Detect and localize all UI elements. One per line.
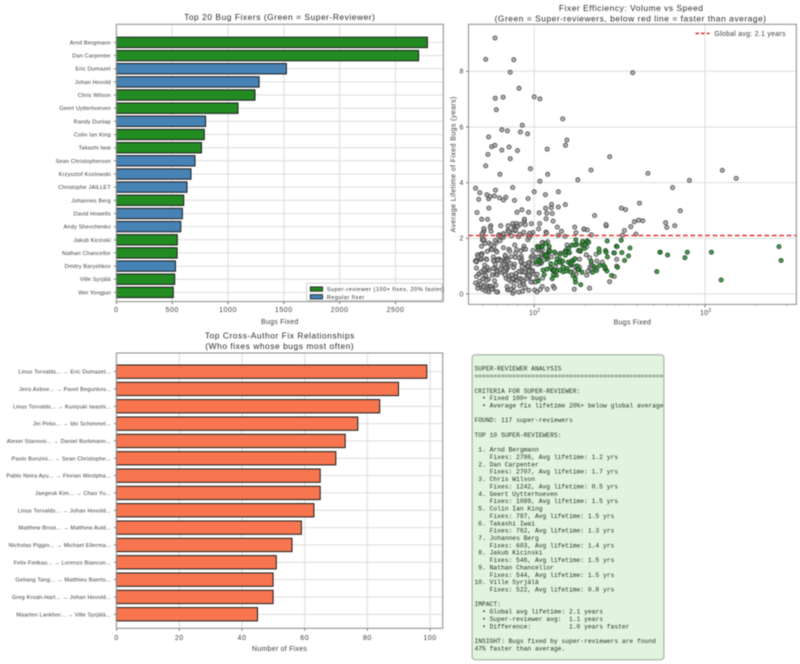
- svg-text:Fixes: 546, Avg lifetime: 1.5: Fixes: 546, Avg lifetime: 1.5 yrs: [490, 557, 615, 564]
- svg-text:Top 20 Bug Fixers (Green = Sup: Top 20 Bug Fixers (Green = Super-Reviewe…: [184, 12, 375, 22]
- svg-text:TOP 10 SUPER-REVIEWERS:: TOP 10 SUPER-REVIEWERS:: [475, 432, 562, 439]
- svg-text:IMPACT:: IMPACT:: [475, 601, 501, 608]
- svg-text:• Difference: 1.0 yea: • Difference: 1.0 years faster: [482, 623, 630, 630]
- svg-text:Alexei Starovoi... → Daniel Bo: Alexei Starovoi... → Daniel Borkmann...: [7, 439, 111, 445]
- svg-text:Ville Syrjälä: Ville Syrjälä: [80, 277, 112, 283]
- svg-text:0: 0: [114, 635, 118, 642]
- svg-text:4: 4: [460, 180, 464, 187]
- svg-text:Maarten Lankhor... → Ville Syr: Maarten Lankhor... → Ville Syrjälä...: [16, 612, 111, 618]
- svg-text:Nicholas Piggin... → Michael E: Nicholas Piggin... → Michael Ellerma...: [9, 543, 112, 549]
- svg-text:Top Cross-Author Fix Relations: Top Cross-Author Fix Relationships: [205, 331, 355, 341]
- svg-text:Wei Yongjun: Wei Yongjun: [78, 290, 111, 296]
- svg-text:Fixes: 762, Avg lifetime: 1.3: Fixes: 762, Avg lifetime: 1.3 yrs: [490, 528, 615, 535]
- svg-text:100: 100: [423, 635, 436, 642]
- svg-text:20: 20: [175, 635, 184, 642]
- svg-text:102: 102: [529, 308, 540, 317]
- svg-text:1. Arnd Bergmann: 1. Arnd Bergmann: [478, 447, 539, 454]
- svg-text:Johan Hovold: Johan Hovold: [75, 80, 111, 86]
- svg-text:5. Colin Ian King: 5. Colin Ian King: [478, 506, 542, 513]
- svg-text:(Who fixes whose bugs most oft: (Who fixes whose bugs most often): [205, 341, 354, 351]
- svg-text:10. Ville Syrjälä: 10. Ville Syrjälä: [475, 579, 539, 586]
- svg-text:Bugs Fixed: Bugs Fixed: [614, 320, 652, 327]
- svg-text:9. Nathan Chancellor: 9. Nathan Chancellor: [478, 564, 554, 571]
- svg-text:Johannes Berg: Johannes Berg: [71, 198, 111, 204]
- svg-text:Geert Uytterhoeven: Geert Uytterhoeven: [59, 106, 111, 112]
- svg-text:1000: 1000: [219, 307, 237, 314]
- svg-text:Fixes: 787, Avg lifetime: 1.5: Fixes: 787, Avg lifetime: 1.5 yrs: [490, 513, 615, 520]
- svg-text:CRITERIA FOR SUPER-REVIEWER:: CRITERIA FOR SUPER-REVIEWER:: [475, 388, 581, 395]
- svg-text:500: 500: [166, 307, 179, 314]
- svg-text:FOUND: 117 super-reviewers: FOUND: 117 super-reviewers: [475, 417, 573, 424]
- svg-text:SUPER-REVIEWER ANALYSIS: SUPER-REVIEWER ANALYSIS: [475, 366, 562, 373]
- svg-text:7. Johannes Berg: 7. Johannes Berg: [478, 535, 539, 542]
- svg-text:Fixes: 522, Avg lifetime: 0.8: Fixes: 522, Avg lifetime: 0.8 yrs: [490, 587, 615, 594]
- svg-text:Fixes: 2707, Avg lifetime: 1.7: Fixes: 2707, Avg lifetime: 1.7 yrs: [490, 469, 619, 476]
- svg-text:Jakub Kicinski: Jakub Kicinski: [73, 238, 111, 244]
- svg-text:Eric Dumazet: Eric Dumazet: [76, 67, 112, 73]
- svg-text:103: 103: [700, 308, 711, 317]
- svg-text:Andy Shevchenko: Andy Shevchenko: [64, 225, 111, 231]
- svg-text:8. Jakub Kicinski: 8. Jakub Kicinski: [478, 550, 542, 557]
- svg-text:Takashi Iwai: Takashi Iwai: [79, 146, 111, 152]
- svg-text:Jiri Pirko... → Ido Schimmel..: Jiri Pirko... → Ido Schimmel...: [33, 422, 111, 428]
- svg-text:Krzysztof Kozlowski: Krzysztof Kozlowski: [59, 172, 111, 178]
- svg-text:==============================: ========================================…: [475, 373, 664, 380]
- svg-text:8: 8: [460, 69, 464, 76]
- svg-text:Nathan Chancellor: Nathan Chancellor: [62, 251, 111, 257]
- svg-text:Colin Ian King: Colin Ian King: [74, 133, 111, 139]
- svg-text:• Average fix lifetime 20%+ be: • Average fix lifetime 20%+ below global…: [482, 403, 664, 410]
- svg-text:Linus Torvalds... → Kuniyuki I: Linus Torvalds... → Kuniyuki Iwashi...: [13, 404, 111, 410]
- svg-text:6. Takashi Iwai: 6. Takashi Iwai: [478, 520, 535, 527]
- svg-text:Christophe JAILLET: Christophe JAILLET: [58, 185, 111, 191]
- svg-text:David Howells: David Howells: [74, 212, 111, 218]
- svg-text:4. Geert Uytterhoeven: 4. Geert Uytterhoeven: [478, 491, 558, 498]
- svg-text:Greg Kroah-Hart... → Johan Hov: Greg Kroah-Hart... → Johan Hovold...: [12, 595, 111, 601]
- svg-text:2000: 2000: [331, 307, 349, 314]
- svg-text:Jaegeuk Kim... → Chao Yu...: Jaegeuk Kim... → Chao Yu...: [35, 491, 111, 497]
- svg-text:Sean Christopherson: Sean Christopherson: [55, 159, 110, 165]
- svg-text:Jens Axboe... → Pavel Begunkov: Jens Axboe... → Pavel Begunkov...: [19, 387, 111, 393]
- svg-text:Geliang Tang... → Matthieu Bae: Geliang Tang... → Matthieu Baerts...: [15, 578, 111, 584]
- svg-text:• Global avg lifetime: 2.1 yea: • Global avg lifetime: 2.1 years: [482, 609, 603, 616]
- svg-text:• Fixed 100+ bugs: • Fixed 100+ bugs: [482, 395, 546, 402]
- svg-text:Arnd Bergmann: Arnd Bergmann: [70, 40, 111, 46]
- svg-text:Fixes: 1089, Avg lifetime: 1.5: Fixes: 1089, Avg lifetime: 1.5 yrs: [490, 498, 619, 505]
- svg-text:Dan Carpenter: Dan Carpenter: [72, 54, 111, 60]
- svg-text:Super-reviewer (100+ fixes, 20: Super-reviewer (100+ fixes, 20% faster): [327, 287, 445, 293]
- svg-text:80: 80: [363, 635, 372, 642]
- svg-text:Dmitry Baryshkov: Dmitry Baryshkov: [65, 264, 111, 270]
- svg-text:Pablo Neira Ayu... → Florian W: Pablo Neira Ayu... → Florian Westpha...: [6, 474, 111, 480]
- svg-text:Fixes: 603, Avg lifetime: 1.4: Fixes: 603, Avg lifetime: 1.4 yrs: [490, 542, 615, 549]
- svg-text:40: 40: [238, 635, 247, 642]
- svg-text:Fixes: 1242, Avg lifetime: 0.5: Fixes: 1242, Avg lifetime: 0.5 yrs: [490, 484, 619, 491]
- svg-text:6: 6: [460, 124, 464, 131]
- svg-text:Number of Fixes: Number of Fixes: [252, 646, 307, 653]
- svg-text:Linus Torvalds... → Eric Dumaz: Linus Torvalds... → Eric Dumazet...: [18, 370, 111, 376]
- svg-text:Average Lifetime of Fixed Bugs: Average Lifetime of Fixed Bugs (years): [451, 96, 458, 232]
- svg-text:2500: 2500: [387, 307, 405, 314]
- svg-text:60: 60: [300, 635, 309, 642]
- svg-text:Randy Dunlap: Randy Dunlap: [74, 119, 111, 125]
- svg-text:Matthew Brost... → Matthew Aul: Matthew Brost... → Matthew Auld...: [18, 526, 111, 532]
- svg-text:Chris Wilson: Chris Wilson: [78, 93, 111, 99]
- svg-text:(Green = Super-reviewers, belo: (Green = Super-reviewers, below red line…: [495, 13, 767, 23]
- svg-text:INSIGHT: Bugs fixed by super-r: INSIGHT: Bugs fixed by super-reviewers a…: [475, 638, 657, 645]
- svg-text:Global avg: 2.1 years: Global avg: 2.1 years: [714, 31, 786, 38]
- svg-text:Felix Fietkau... → Lorenzo Bia: Felix Fietkau... → Lorenzo Biancon...: [14, 560, 112, 566]
- svg-text:1500: 1500: [275, 307, 293, 314]
- svg-text:2. Dan Carpenter: 2. Dan Carpenter: [478, 461, 539, 468]
- svg-text:0: 0: [114, 307, 118, 314]
- svg-text:Bugs Fixed: Bugs Fixed: [261, 319, 299, 326]
- svg-text:Linus Torvalds... → Johan Hovo: Linus Torvalds... → Johan Hovold...: [18, 508, 111, 514]
- svg-text:Fixes: 544, Avg lifetime: 1.5: Fixes: 544, Avg lifetime: 1.5 yrs: [490, 572, 615, 579]
- svg-text:Paolo Bonzini... → Sean Christ: Paolo Bonzini... → Sean Christophe...: [11, 456, 111, 462]
- svg-text:0: 0: [460, 291, 464, 298]
- svg-text:Regular fixer: Regular fixer: [327, 295, 365, 301]
- svg-text:• Super-reviewer avg: 1.1 yea: • Super-reviewer avg: 1.1 years: [482, 616, 603, 623]
- svg-text:3. Chris Wilson: 3. Chris Wilson: [478, 476, 535, 483]
- svg-text:Fixer Efficiency: Volume vs Sp: Fixer Efficiency: Volume vs Speed: [559, 3, 704, 13]
- svg-text:47% faster than average.: 47% faster than average.: [475, 645, 566, 652]
- svg-text:2: 2: [460, 236, 464, 243]
- svg-text:Fixes: 2786, Avg lifetime: 1.2: Fixes: 2786, Avg lifetime: 1.2 yrs: [490, 454, 619, 461]
